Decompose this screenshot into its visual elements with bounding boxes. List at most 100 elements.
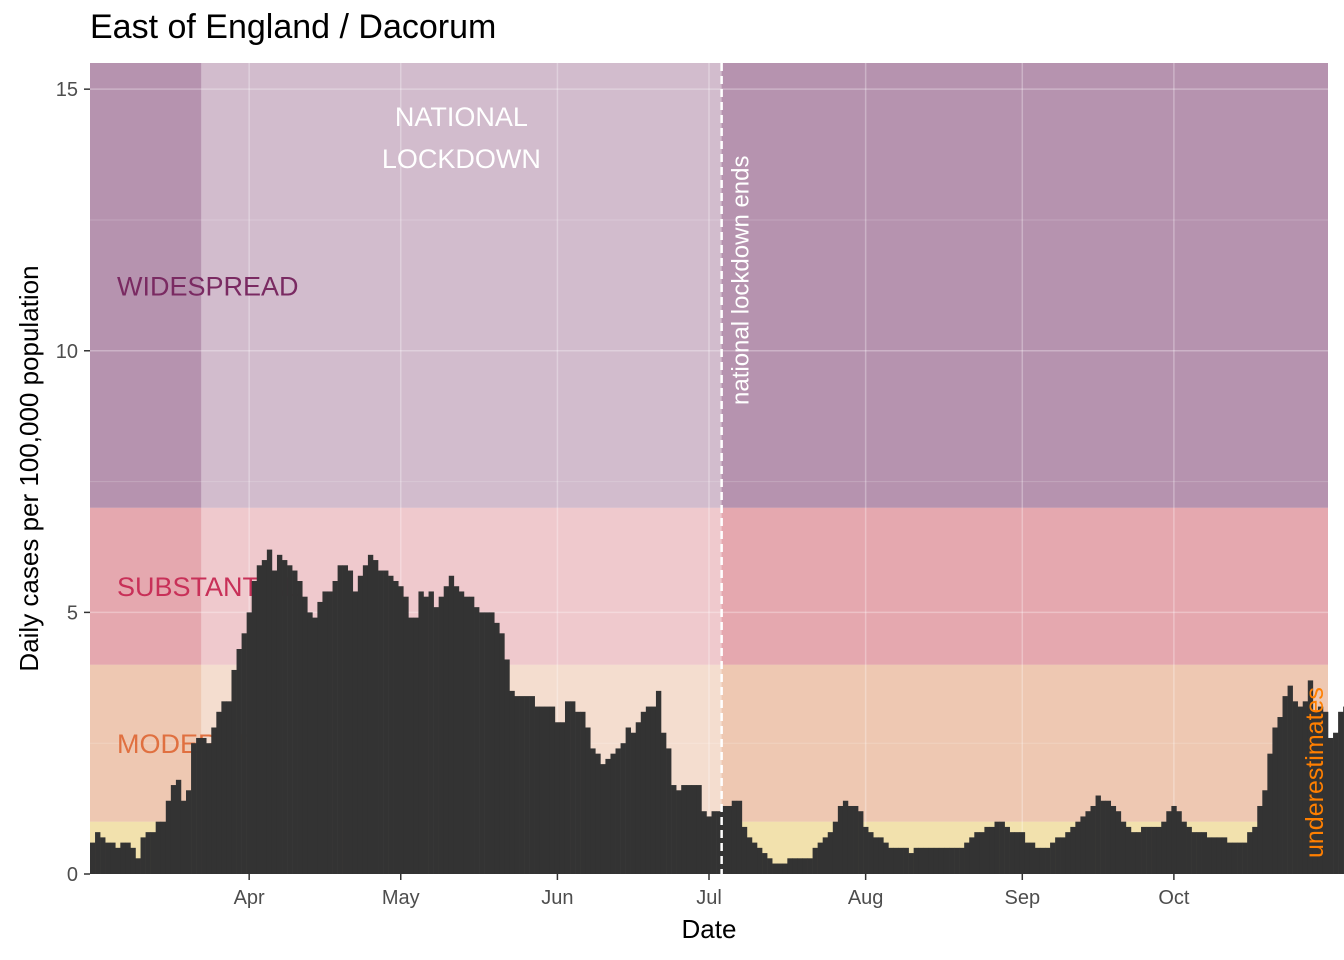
bar — [388, 575, 394, 874]
bar — [630, 732, 637, 874]
bar — [918, 847, 925, 874]
bar — [428, 591, 434, 874]
bar — [605, 758, 611, 874]
bar — [1070, 826, 1076, 874]
x-tick-label: Jul — [696, 887, 722, 909]
bar — [1085, 811, 1091, 874]
bar — [640, 711, 647, 874]
bar — [378, 570, 384, 874]
bar — [196, 737, 202, 874]
bar — [256, 565, 263, 874]
bar — [1242, 842, 1248, 874]
bar — [564, 701, 571, 874]
bar — [201, 737, 207, 874]
bar — [1135, 832, 1142, 874]
bar — [1014, 832, 1021, 874]
bar — [837, 805, 844, 874]
bar — [676, 790, 682, 874]
bar — [1009, 832, 1016, 874]
bar — [1004, 826, 1010, 874]
bar — [514, 696, 520, 874]
bar — [1181, 821, 1187, 874]
bar — [666, 748, 672, 874]
bar — [180, 800, 187, 874]
x-tick-label: Oct — [1158, 887, 1190, 909]
x-tick-label: May — [382, 887, 420, 909]
bar — [1231, 842, 1238, 874]
bar — [342, 565, 349, 874]
bar — [423, 596, 429, 874]
bar — [150, 832, 156, 874]
bar — [959, 847, 965, 874]
bar — [1141, 826, 1147, 874]
bar — [726, 805, 733, 874]
bar — [580, 711, 586, 874]
bar — [1312, 711, 1319, 874]
bar — [408, 617, 414, 874]
bar — [322, 591, 328, 874]
bar — [847, 805, 854, 874]
bar — [1338, 711, 1344, 874]
bar — [625, 727, 631, 874]
bar — [1277, 717, 1283, 874]
bar — [807, 858, 813, 874]
underestimates-label: underestimates — [1301, 687, 1329, 858]
bar — [757, 847, 763, 874]
y-tick-label: 10 — [56, 341, 78, 363]
bar — [802, 858, 808, 874]
bar — [1045, 847, 1051, 874]
bar — [873, 837, 879, 874]
bar — [691, 785, 697, 874]
bar — [595, 753, 601, 874]
bar — [858, 811, 864, 874]
bar — [655, 690, 662, 874]
bar — [509, 690, 515, 874]
bar — [463, 596, 470, 874]
bar — [327, 591, 333, 874]
bar — [716, 811, 722, 874]
bar — [701, 811, 707, 874]
x-tick-label: Apr — [234, 887, 265, 909]
bar — [443, 586, 450, 874]
bar — [1075, 821, 1081, 874]
bar — [347, 570, 354, 874]
bar — [782, 863, 788, 874]
bar — [226, 701, 232, 874]
bar — [989, 826, 995, 874]
bar — [827, 832, 834, 874]
bar — [1171, 805, 1177, 874]
bar — [1333, 732, 1339, 874]
risk-band — [90, 63, 1328, 508]
bar — [1257, 805, 1263, 874]
bar — [403, 596, 409, 874]
bar — [393, 580, 399, 874]
y-axis-title: Daily cases per 100,000 population — [14, 265, 44, 671]
bar — [620, 743, 626, 874]
bar — [458, 591, 465, 874]
bar — [1262, 790, 1268, 874]
bar — [575, 711, 581, 874]
bar — [570, 701, 576, 874]
bar — [883, 842, 889, 874]
bar — [792, 858, 798, 874]
bar — [474, 607, 480, 874]
bar — [352, 591, 359, 874]
bar — [1146, 826, 1152, 874]
bar — [100, 837, 106, 874]
bar — [165, 800, 172, 874]
bar — [1328, 737, 1334, 874]
bar — [175, 779, 182, 874]
bar — [105, 842, 111, 874]
bar — [888, 847, 894, 874]
bar — [969, 837, 975, 874]
bar — [292, 570, 298, 874]
bar — [140, 837, 146, 874]
bar — [741, 826, 748, 874]
bar — [999, 821, 1005, 874]
bar — [448, 575, 455, 874]
bar — [539, 706, 546, 874]
bar — [1237, 842, 1243, 874]
bar — [170, 785, 177, 874]
bar — [1161, 821, 1167, 874]
bar — [751, 842, 758, 874]
